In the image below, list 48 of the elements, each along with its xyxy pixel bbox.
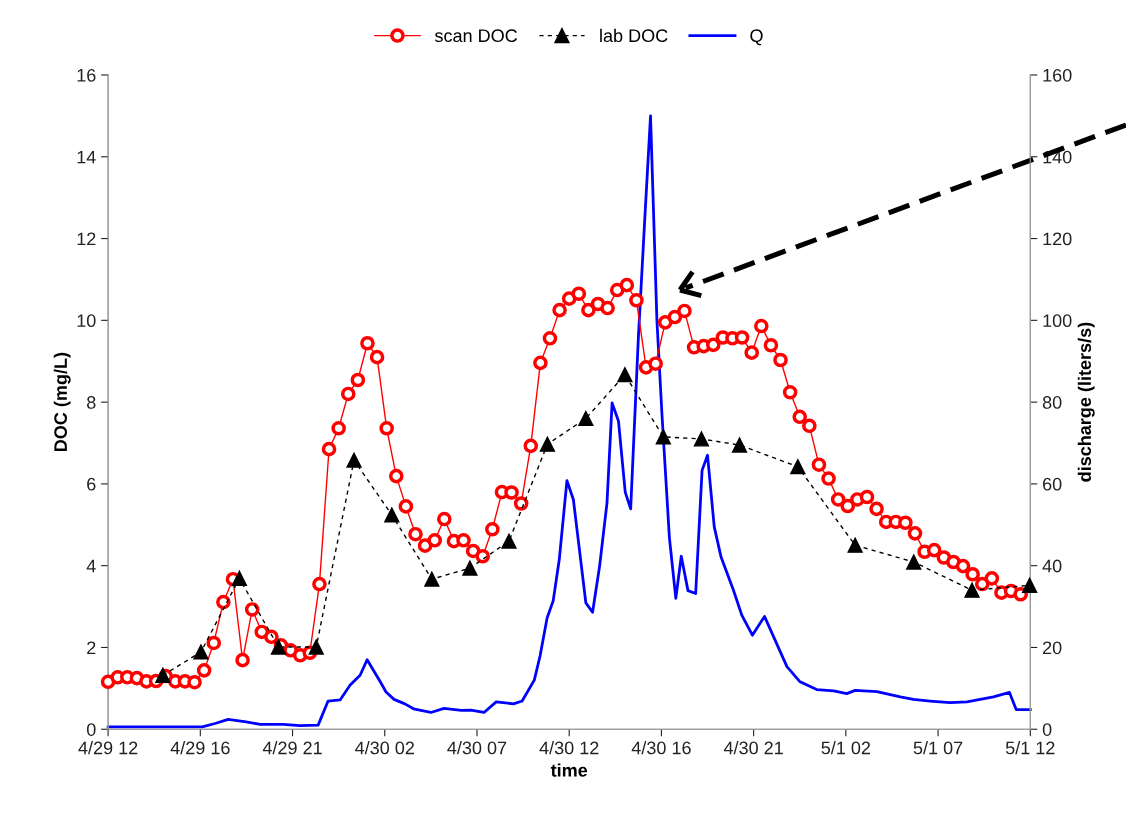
point xyxy=(617,367,633,383)
x-tick-label: 4/29 12 xyxy=(78,741,138,755)
point xyxy=(308,639,324,655)
y-tick-label: 4 xyxy=(86,559,96,573)
y-tick-label: 6 xyxy=(87,477,96,491)
point xyxy=(346,452,362,468)
x-tick-label: 4/30 16 xyxy=(631,741,691,755)
y2-tick-label: 80 xyxy=(1042,396,1062,409)
y2-tick-label: 100 xyxy=(1043,314,1072,328)
x-tick-label: 5/1 07 xyxy=(913,741,963,755)
y-tick-label: 2 xyxy=(87,641,96,654)
point xyxy=(655,429,671,445)
point xyxy=(231,570,248,586)
y-tick-label: 0 xyxy=(86,723,96,736)
y-tick-label: 14 xyxy=(77,150,96,164)
y2-tick-label: 0 xyxy=(1042,723,1052,736)
point xyxy=(424,571,440,587)
x-tick-label: 4/29 16 xyxy=(170,741,230,755)
point xyxy=(501,533,517,549)
x-tick-label: 4/30 21 xyxy=(723,741,783,755)
point xyxy=(384,507,400,523)
point xyxy=(693,431,710,447)
legend-label: Q xyxy=(750,29,763,46)
point xyxy=(193,644,209,660)
y-tick-label: 12 xyxy=(77,232,96,246)
y2-axis-title: discharge (liters/s) xyxy=(1077,322,1095,482)
y2-tick-label: 20 xyxy=(1043,641,1062,655)
x-tick-label: 4/30 02 xyxy=(355,741,414,755)
x-tick-label: 4/29 21 xyxy=(262,741,322,755)
point xyxy=(462,560,478,576)
x-tick-label: 4/30 07 xyxy=(447,741,507,755)
y-axis-title: DOC (mg/L) xyxy=(53,352,71,452)
y2-tick-label: 160 xyxy=(1043,68,1072,82)
point xyxy=(578,410,594,427)
x-tick-label: 5/1 02 xyxy=(821,741,871,755)
y-tick-label: 16 xyxy=(77,68,96,82)
y2-tick-label: 60 xyxy=(1043,477,1062,491)
y-tick-label: 10 xyxy=(77,314,96,328)
x-tick-label: 5/1 12 xyxy=(1005,741,1055,755)
point xyxy=(539,436,556,452)
legend-label: lab DOC xyxy=(600,28,668,43)
legend-label: scan DOC xyxy=(434,29,518,43)
x-tick-label: 4/30 12 xyxy=(539,741,599,755)
point xyxy=(731,437,748,453)
y2-tick-label: 120 xyxy=(1043,232,1072,246)
y2-tick-label: 40 xyxy=(1042,559,1062,573)
x-axis-title: time xyxy=(550,763,588,777)
y-tick-label: 8 xyxy=(87,396,96,409)
